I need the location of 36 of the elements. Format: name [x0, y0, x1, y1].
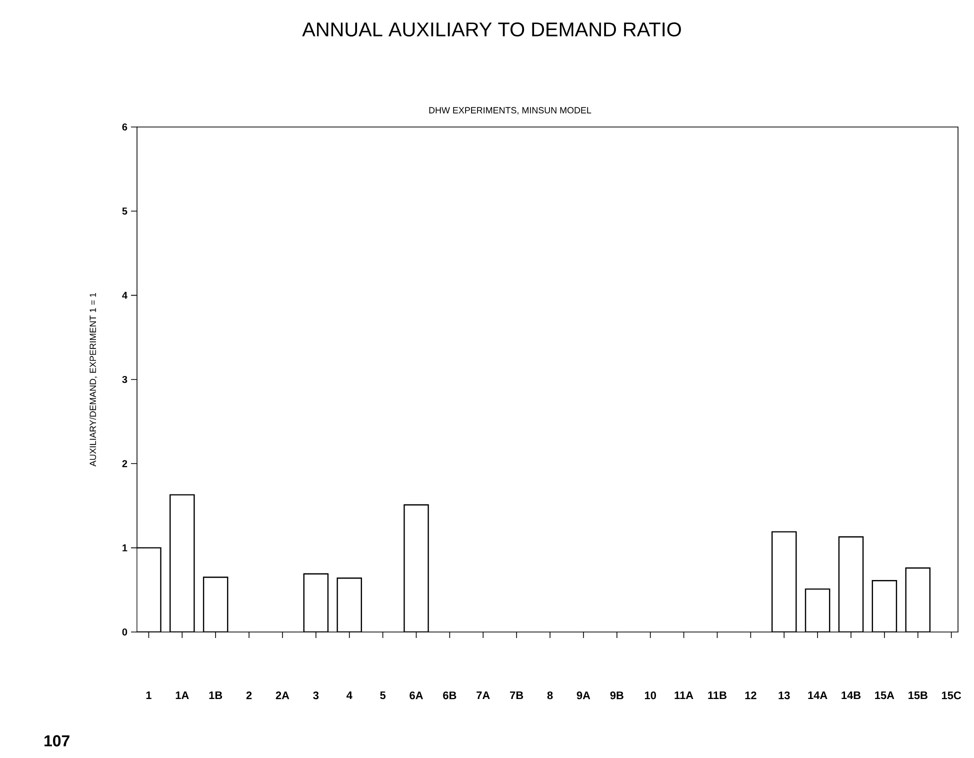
chart-subtitle: DHW EXPERIMENTS, MINSUN MODEL	[429, 107, 592, 114]
x-tick-label: 5	[380, 692, 386, 700]
x-tick-label: 2A	[276, 692, 290, 700]
x-tick-label: 15A	[875, 692, 894, 700]
x-tick-label: 11A	[674, 692, 694, 700]
x-tick-label: 10	[644, 692, 656, 700]
x-tick-label: 12	[745, 692, 756, 700]
x-tick-label: 9B	[610, 692, 624, 700]
x-tick-label: 9A	[576, 692, 590, 700]
x-tick-label: 14B	[842, 692, 861, 700]
y-tick-label: 5	[122, 208, 128, 215]
x-tick-label: 15B	[908, 692, 928, 700]
x-tick-label: 11B	[708, 692, 726, 700]
y-tick-label: 0	[122, 628, 128, 636]
x-tick-label: 14A	[808, 692, 828, 700]
chart-title: ANNUAL AUXILIARY TO DEMAND RATIO	[302, 22, 681, 36]
x-tick-label: 6B	[443, 692, 456, 700]
x-tick-label: 1A	[176, 692, 189, 700]
x-tick-label: 8	[547, 692, 553, 700]
y-tick-label: 4	[122, 292, 128, 299]
x-tick-label: 13	[778, 692, 790, 700]
y-tick-label: 1	[122, 544, 128, 552]
x-tick-label: 3	[313, 692, 319, 700]
x-tick-label: 2	[246, 692, 252, 700]
x-tick-label: 1B	[209, 692, 222, 700]
y-tick-label: 6	[122, 123, 128, 131]
x-tick-label: 4	[346, 692, 352, 700]
y-tick-label: 2	[122, 460, 128, 468]
x-tick-label: 6A	[410, 692, 423, 700]
text: 107	[44, 735, 70, 746]
x-tick-label: 7B	[510, 692, 524, 700]
x-tick-label: 7A	[476, 692, 490, 700]
y-axis-title: AUXILIARY/DEMAND, EXPERIMENT 1 = 1	[89, 292, 98, 466]
x-tick-label: 15C	[942, 692, 962, 700]
y-tick-label: 3	[122, 376, 128, 384]
x-tick-label: 1	[146, 692, 152, 700]
